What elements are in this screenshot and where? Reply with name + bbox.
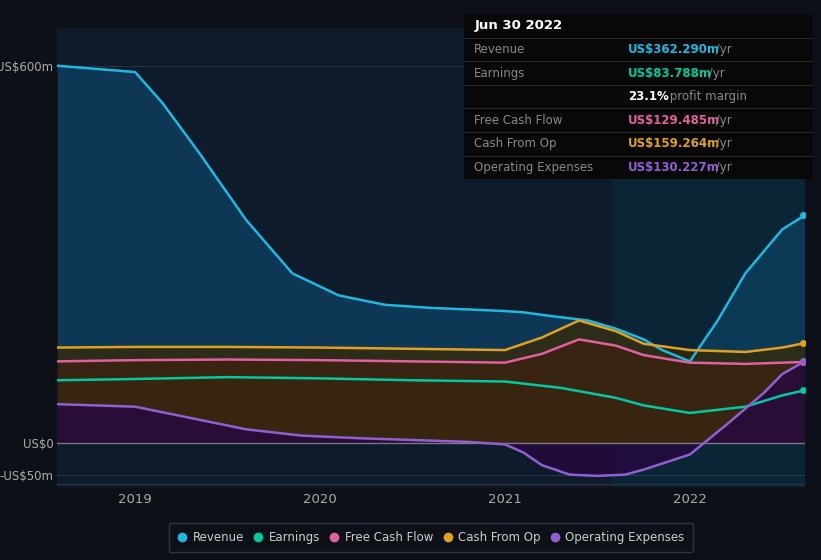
Text: US$159.264m: US$159.264m bbox=[628, 137, 720, 150]
Text: US$130.227m: US$130.227m bbox=[628, 161, 720, 174]
Text: Revenue: Revenue bbox=[475, 43, 525, 56]
Text: /yr: /yr bbox=[713, 43, 732, 56]
Text: US$362.290m: US$362.290m bbox=[628, 43, 720, 56]
Text: Operating Expenses: Operating Expenses bbox=[475, 161, 594, 174]
Text: /yr: /yr bbox=[713, 114, 732, 127]
Legend: Revenue, Earnings, Free Cash Flow, Cash From Op, Operating Expenses: Revenue, Earnings, Free Cash Flow, Cash … bbox=[169, 523, 693, 553]
Text: US$129.485m: US$129.485m bbox=[628, 114, 720, 127]
Text: profit margin: profit margin bbox=[667, 90, 747, 103]
Text: Earnings: Earnings bbox=[475, 67, 525, 80]
Text: US$83.788m: US$83.788m bbox=[628, 67, 712, 80]
Text: Jun 30 2022: Jun 30 2022 bbox=[475, 19, 562, 32]
Text: Free Cash Flow: Free Cash Flow bbox=[475, 114, 562, 127]
Text: /yr: /yr bbox=[713, 137, 732, 150]
Text: /yr: /yr bbox=[704, 67, 724, 80]
Bar bbox=[57, 28, 612, 487]
Text: Cash From Op: Cash From Op bbox=[475, 137, 557, 150]
Bar bbox=[612, 28, 805, 487]
Text: /yr: /yr bbox=[713, 161, 732, 174]
Text: 23.1%: 23.1% bbox=[628, 90, 668, 103]
